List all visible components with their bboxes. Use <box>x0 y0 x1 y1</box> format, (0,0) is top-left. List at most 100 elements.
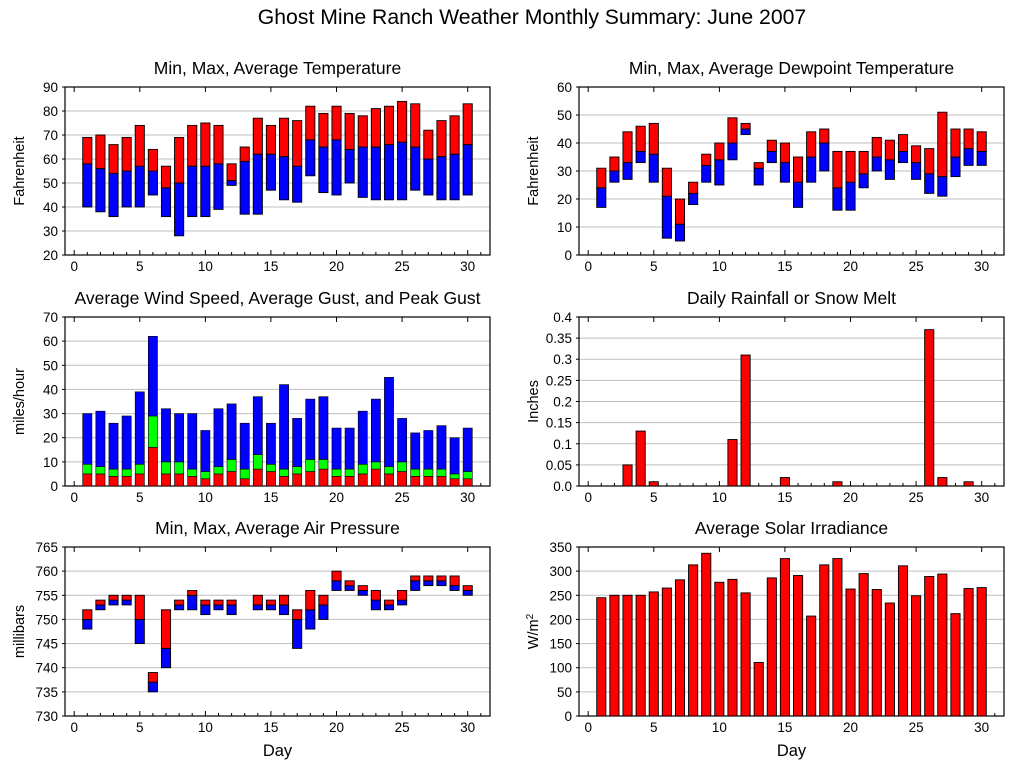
svg-text:755: 755 <box>35 588 58 603</box>
svg-text:0.2: 0.2 <box>553 395 572 410</box>
svg-text:60: 60 <box>557 80 572 95</box>
svg-text:60: 60 <box>43 152 58 167</box>
svg-text:5: 5 <box>650 490 658 505</box>
svg-text:0: 0 <box>70 490 78 505</box>
svg-text:80: 80 <box>43 104 58 119</box>
svg-text:150: 150 <box>549 637 572 652</box>
svg-text:10: 10 <box>43 455 58 470</box>
svg-text:40: 40 <box>43 200 58 215</box>
svg-text:25: 25 <box>909 490 924 505</box>
svg-text:0: 0 <box>50 479 58 494</box>
svg-text:20: 20 <box>43 431 58 446</box>
svg-text:25: 25 <box>909 720 924 735</box>
svg-text:5: 5 <box>650 720 658 735</box>
svg-text:20: 20 <box>329 259 344 274</box>
svg-text:Ghost Mine Ranch Weather Month: Ghost Mine Ranch Weather Monthly Summary… <box>258 6 806 29</box>
svg-text:Min, Max, Average Temperature: Min, Max, Average Temperature <box>154 58 401 78</box>
svg-text:0.15: 0.15 <box>546 416 572 431</box>
svg-text:5: 5 <box>136 490 144 505</box>
svg-text:20: 20 <box>557 192 572 207</box>
svg-text:0.4: 0.4 <box>553 310 572 325</box>
svg-text:millibars: millibars <box>12 605 28 658</box>
svg-text:0.1: 0.1 <box>553 437 572 452</box>
svg-text:90: 90 <box>43 80 58 95</box>
svg-text:0: 0 <box>584 490 592 505</box>
svg-text:0.35: 0.35 <box>546 331 572 346</box>
svg-text:300: 300 <box>549 564 572 579</box>
svg-text:Day: Day <box>263 742 293 760</box>
svg-text:0.3: 0.3 <box>553 352 572 367</box>
svg-text:15: 15 <box>777 720 792 735</box>
svg-text:765: 765 <box>35 540 58 555</box>
svg-text:0.0: 0.0 <box>553 479 572 494</box>
svg-text:30: 30 <box>974 259 989 274</box>
svg-text:15: 15 <box>263 490 278 505</box>
svg-text:30: 30 <box>974 720 989 735</box>
svg-text:100: 100 <box>549 661 572 676</box>
svg-text:30: 30 <box>460 259 475 274</box>
svg-text:50: 50 <box>43 176 58 191</box>
svg-text:15: 15 <box>777 490 792 505</box>
svg-text:Min, Max, Average Air Pressure: Min, Max, Average Air Pressure <box>155 518 400 538</box>
svg-text:745: 745 <box>35 637 58 652</box>
svg-text:10: 10 <box>198 490 213 505</box>
svg-text:20: 20 <box>43 248 58 263</box>
svg-text:15: 15 <box>263 259 278 274</box>
svg-text:30: 30 <box>43 407 58 422</box>
svg-text:Min, Max, Average Dewpoint Tem: Min, Max, Average Dewpoint Temperature <box>629 58 954 78</box>
svg-text:250: 250 <box>549 588 572 603</box>
svg-text:40: 40 <box>43 382 58 397</box>
svg-text:25: 25 <box>395 259 410 274</box>
svg-text:25: 25 <box>909 259 924 274</box>
svg-text:30: 30 <box>557 164 572 179</box>
svg-text:30: 30 <box>460 490 475 505</box>
svg-text:Inches: Inches <box>526 380 542 423</box>
svg-text:10: 10 <box>712 490 727 505</box>
svg-text:Fahrenheit: Fahrenheit <box>526 136 542 205</box>
svg-text:20: 20 <box>329 490 344 505</box>
svg-text:25: 25 <box>395 490 410 505</box>
svg-text:50: 50 <box>557 108 572 123</box>
svg-text:730: 730 <box>35 709 58 724</box>
svg-text:200: 200 <box>549 612 572 627</box>
svg-text:70: 70 <box>43 128 58 143</box>
svg-text:10: 10 <box>198 259 213 274</box>
svg-text:0: 0 <box>564 709 572 724</box>
svg-text:5: 5 <box>136 720 144 735</box>
svg-text:10: 10 <box>198 720 213 735</box>
svg-text:60: 60 <box>43 334 58 349</box>
svg-text:50: 50 <box>43 358 58 373</box>
svg-text:Average Solar Irradiance: Average Solar Irradiance <box>695 518 888 538</box>
svg-text:760: 760 <box>35 564 58 579</box>
svg-text:0: 0 <box>584 259 592 274</box>
svg-text:20: 20 <box>843 490 858 505</box>
svg-text:350: 350 <box>549 540 572 555</box>
svg-text:Average Wind Speed, Average Gu: Average Wind Speed, Average Gust, and Pe… <box>75 288 481 308</box>
svg-text:40: 40 <box>557 136 572 151</box>
svg-text:740: 740 <box>35 661 58 676</box>
svg-text:30: 30 <box>460 720 475 735</box>
svg-text:5: 5 <box>650 259 658 274</box>
svg-text:0.25: 0.25 <box>546 373 572 388</box>
svg-text:10: 10 <box>712 259 727 274</box>
svg-text:0.05: 0.05 <box>546 458 572 473</box>
svg-text:15: 15 <box>777 259 792 274</box>
svg-text:0: 0 <box>584 720 592 735</box>
svg-text:20: 20 <box>843 259 858 274</box>
svg-text:20: 20 <box>843 720 858 735</box>
svg-text:20: 20 <box>329 720 344 735</box>
svg-text:70: 70 <box>43 310 58 325</box>
svg-text:15: 15 <box>263 720 278 735</box>
svg-text:5: 5 <box>136 259 144 274</box>
svg-text:10: 10 <box>712 720 727 735</box>
svg-text:735: 735 <box>35 685 58 700</box>
svg-text:miles/hour: miles/hour <box>12 368 28 435</box>
svg-text:0: 0 <box>564 248 572 263</box>
svg-text:Day: Day <box>777 742 807 760</box>
svg-text:0: 0 <box>70 259 78 274</box>
svg-text:25: 25 <box>395 720 410 735</box>
svg-text:50: 50 <box>557 685 572 700</box>
svg-text:10: 10 <box>557 220 572 235</box>
svg-text:Daily Rainfall or Snow Melt: Daily Rainfall or Snow Melt <box>687 288 896 308</box>
svg-text:0: 0 <box>70 720 78 735</box>
